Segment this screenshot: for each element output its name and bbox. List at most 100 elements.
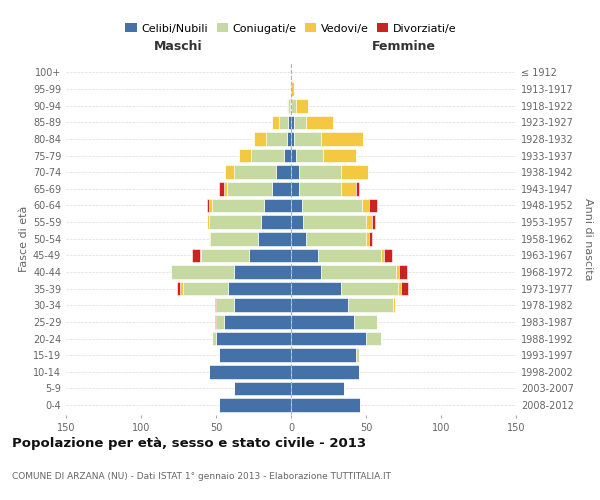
Bar bbox=[264, 198, 291, 212]
Bar bbox=[384, 248, 392, 262]
Bar bbox=[183, 282, 228, 296]
Bar bbox=[210, 232, 258, 245]
Bar bbox=[227, 182, 271, 196]
Bar bbox=[234, 166, 276, 179]
Bar bbox=[209, 216, 261, 229]
Bar bbox=[296, 99, 308, 112]
Bar bbox=[216, 332, 291, 345]
Bar bbox=[287, 99, 288, 112]
Bar bbox=[225, 166, 234, 179]
Bar bbox=[234, 265, 291, 279]
Bar bbox=[291, 398, 360, 412]
Bar bbox=[369, 198, 377, 212]
Bar bbox=[279, 116, 288, 129]
Bar bbox=[239, 149, 251, 162]
Bar bbox=[287, 132, 291, 146]
Bar bbox=[341, 166, 367, 179]
Bar bbox=[303, 216, 366, 229]
Bar bbox=[207, 198, 209, 212]
Bar bbox=[199, 248, 201, 262]
Bar bbox=[171, 265, 234, 279]
Bar bbox=[306, 116, 333, 129]
Text: Femmine: Femmine bbox=[371, 40, 436, 52]
Bar bbox=[302, 198, 361, 212]
Y-axis label: Anni di nascita: Anni di nascita bbox=[583, 198, 593, 280]
Bar bbox=[291, 232, 306, 245]
Bar bbox=[401, 282, 408, 296]
Bar bbox=[355, 182, 359, 196]
Bar bbox=[291, 116, 294, 129]
Bar bbox=[291, 182, 299, 196]
Bar bbox=[393, 298, 395, 312]
Bar bbox=[396, 265, 399, 279]
Bar bbox=[209, 232, 210, 245]
Bar bbox=[398, 282, 401, 296]
Bar bbox=[366, 332, 381, 345]
Bar bbox=[291, 198, 302, 212]
Bar bbox=[291, 265, 321, 279]
Bar bbox=[288, 99, 290, 112]
Bar bbox=[323, 149, 355, 162]
Bar bbox=[261, 216, 291, 229]
Legend: Celibi/Nubili, Coniugati/e, Vedovi/e, Divorziati/e: Celibi/Nubili, Coniugati/e, Vedovi/e, Di… bbox=[121, 18, 461, 38]
Bar bbox=[291, 332, 366, 345]
Bar bbox=[290, 99, 291, 112]
Bar bbox=[207, 216, 209, 229]
Bar bbox=[291, 216, 303, 229]
Bar bbox=[296, 149, 323, 162]
Bar bbox=[258, 232, 291, 245]
Bar bbox=[341, 282, 398, 296]
Bar bbox=[219, 398, 291, 412]
Bar bbox=[223, 182, 227, 196]
Bar bbox=[234, 382, 291, 395]
Bar bbox=[299, 166, 341, 179]
Bar bbox=[284, 149, 291, 162]
Bar bbox=[381, 248, 384, 262]
Bar bbox=[216, 315, 223, 328]
Bar bbox=[291, 149, 296, 162]
Bar bbox=[219, 348, 291, 362]
Bar bbox=[354, 315, 377, 328]
Bar bbox=[212, 198, 264, 212]
Bar bbox=[209, 198, 212, 212]
Text: Popolazione per età, sesso e stato civile - 2013: Popolazione per età, sesso e stato civil… bbox=[12, 438, 366, 450]
Bar bbox=[291, 82, 294, 96]
Bar bbox=[271, 116, 279, 129]
Bar bbox=[216, 298, 234, 312]
Bar bbox=[355, 348, 359, 362]
Bar bbox=[291, 315, 354, 328]
Bar bbox=[299, 182, 341, 196]
Bar bbox=[271, 182, 291, 196]
Bar bbox=[177, 282, 180, 296]
Bar bbox=[291, 99, 296, 112]
Bar bbox=[219, 182, 223, 196]
Bar bbox=[223, 315, 291, 328]
Bar bbox=[265, 132, 287, 146]
Bar bbox=[348, 298, 393, 312]
Bar bbox=[318, 248, 381, 262]
Bar bbox=[306, 232, 366, 245]
Text: Maschi: Maschi bbox=[154, 40, 203, 52]
Bar bbox=[254, 132, 265, 146]
Bar bbox=[290, 66, 291, 80]
Bar bbox=[369, 232, 372, 245]
Bar bbox=[212, 332, 216, 345]
Bar bbox=[215, 298, 216, 312]
Bar bbox=[180, 282, 183, 296]
Bar bbox=[192, 248, 199, 262]
Bar bbox=[251, 149, 284, 162]
Bar bbox=[361, 198, 369, 212]
Bar bbox=[276, 166, 291, 179]
Bar bbox=[291, 132, 294, 146]
Bar bbox=[215, 315, 216, 328]
Bar bbox=[291, 166, 299, 179]
Bar bbox=[201, 248, 249, 262]
Bar bbox=[228, 282, 291, 296]
Bar bbox=[294, 132, 321, 146]
Bar bbox=[399, 265, 407, 279]
Bar bbox=[294, 116, 306, 129]
Bar bbox=[291, 348, 355, 362]
Bar bbox=[372, 216, 375, 229]
Bar bbox=[321, 265, 396, 279]
Bar bbox=[366, 216, 372, 229]
